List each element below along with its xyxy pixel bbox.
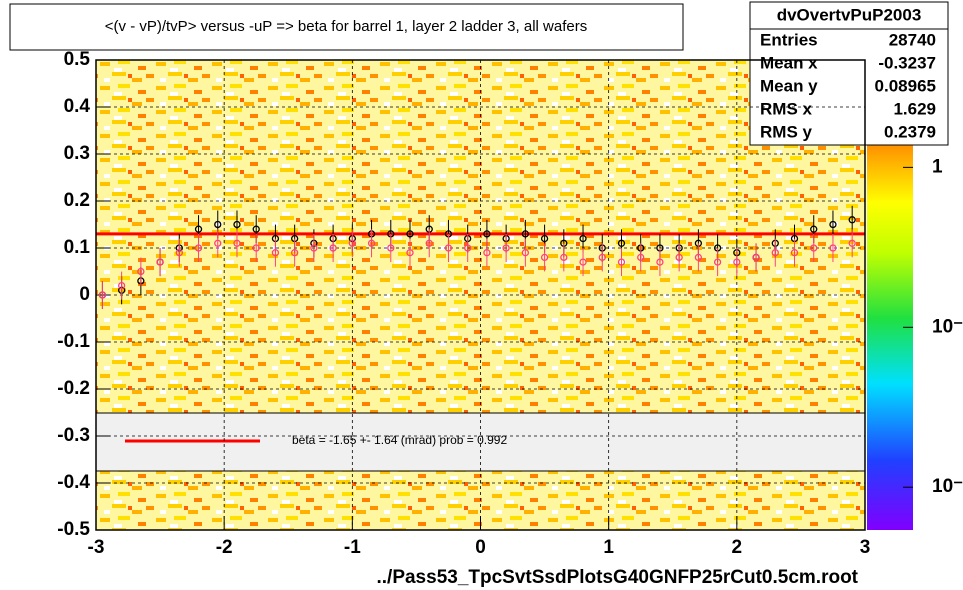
profile-point	[521, 249, 530, 257]
profile-point	[252, 225, 260, 233]
z-tick-label: 1	[932, 156, 943, 177]
title-box	[9, 3, 684, 51]
profile-point	[675, 253, 683, 262]
profile-point	[310, 244, 318, 252]
stats-frame	[749, 1, 949, 146]
y-tick-label: -0.3	[57, 425, 90, 446]
profile-point	[521, 230, 530, 238]
y-tick-label: 0.1	[64, 237, 91, 258]
profile-point	[348, 239, 356, 247]
y-tick-label: -0.1	[57, 331, 90, 352]
profile-point	[637, 253, 645, 262]
x-axis-label: ../Pass53_TpcSvtSsdPlotsG40GNFP25rCut0.5…	[376, 567, 858, 588]
stats-value: 0.2379	[884, 122, 936, 141]
y-tick-label: 0.4	[64, 96, 91, 117]
profile-point	[579, 234, 587, 243]
x-tick-label: 1	[603, 537, 614, 558]
profile-point	[810, 244, 818, 252]
y-tick-label: -0.2	[57, 378, 90, 399]
profile-point	[367, 239, 376, 247]
profile-point	[483, 249, 491, 257]
x-tick-label: 3	[860, 537, 871, 558]
profile-point	[444, 244, 453, 252]
stats-label: RMS y	[760, 122, 813, 141]
y-tick-label: 0.3	[64, 143, 90, 164]
chart-title: <(v - vP)/tvP> versus -uP => beta for ba…	[105, 18, 587, 35]
profile-point	[406, 249, 414, 257]
profile-point	[810, 225, 818, 233]
profile-point	[713, 258, 722, 266]
stats-box: dvOvertvPuP2003	[749, 1, 949, 146]
profile-point	[829, 244, 837, 252]
profile-point	[656, 258, 664, 266]
profile-point	[233, 220, 241, 229]
profile-point	[848, 239, 856, 247]
y-tick-label: -0.5	[57, 519, 90, 540]
profile-point	[117, 281, 126, 290]
y-tick-label: -0.4	[57, 472, 90, 493]
profile-point	[271, 249, 280, 257]
profile-point	[175, 249, 183, 257]
profile-point	[502, 244, 510, 252]
stats-value: 0.08965	[875, 76, 936, 95]
profile-point	[540, 253, 549, 262]
profile-point	[560, 253, 568, 262]
profile-point	[194, 244, 203, 252]
profile-point	[137, 267, 145, 276]
profile-point	[848, 216, 856, 224]
profile-point	[425, 239, 433, 247]
profile-point	[252, 244, 260, 252]
profile-point	[464, 244, 472, 252]
stats-label: Mean x	[760, 53, 818, 72]
stats-label: Mean y	[760, 76, 818, 95]
profile-point	[771, 249, 779, 257]
x-tick-label: -2	[216, 537, 233, 558]
stats-value: 1.629	[893, 99, 936, 118]
profile-point	[329, 244, 337, 252]
legend-label: beta = -1.65 +- 1.64 (mrad) prob = 0.992	[292, 433, 507, 447]
z-tick-label: 10⁻²	[932, 476, 963, 497]
y-tick-label: 0	[79, 284, 90, 305]
stats-value: 28740	[889, 30, 936, 49]
frame	[95, 59, 866, 531]
profile-point	[156, 258, 164, 266]
profile-point	[579, 258, 587, 266]
stats-label: Entries	[760, 30, 818, 49]
stats-label: RMS x	[760, 99, 813, 118]
profile-point	[483, 230, 491, 238]
profile-point	[214, 239, 222, 247]
profile-point	[387, 244, 395, 252]
profile-point	[291, 249, 299, 257]
y-tick-label: 0.5	[64, 49, 91, 70]
profile-point	[406, 230, 414, 238]
profile-point	[829, 220, 837, 229]
profile-point	[598, 253, 606, 262]
x-tick-label: 2	[732, 537, 743, 558]
y-tick-label: 0.2	[64, 190, 90, 211]
profile-point	[98, 291, 107, 299]
profile-point	[752, 253, 760, 262]
profile-point	[214, 220, 222, 229]
profile-point	[617, 258, 626, 266]
stats-value: -0.3237	[878, 53, 936, 72]
profile-point	[694, 253, 703, 262]
x-tick-label: -1	[344, 537, 361, 558]
z-tick-label: 10⁻¹	[932, 316, 963, 337]
profile-point	[540, 234, 549, 243]
profile-point	[617, 239, 626, 247]
x-tick-label: 0	[475, 537, 486, 558]
stats-title: dvOvertvPuP2003	[777, 5, 922, 24]
x-tick-label: -3	[88, 537, 105, 558]
profile-point	[233, 239, 241, 247]
color-bar	[867, 145, 913, 530]
profile-point	[790, 249, 799, 257]
profile-point	[194, 225, 203, 233]
profile-point	[733, 258, 741, 266]
